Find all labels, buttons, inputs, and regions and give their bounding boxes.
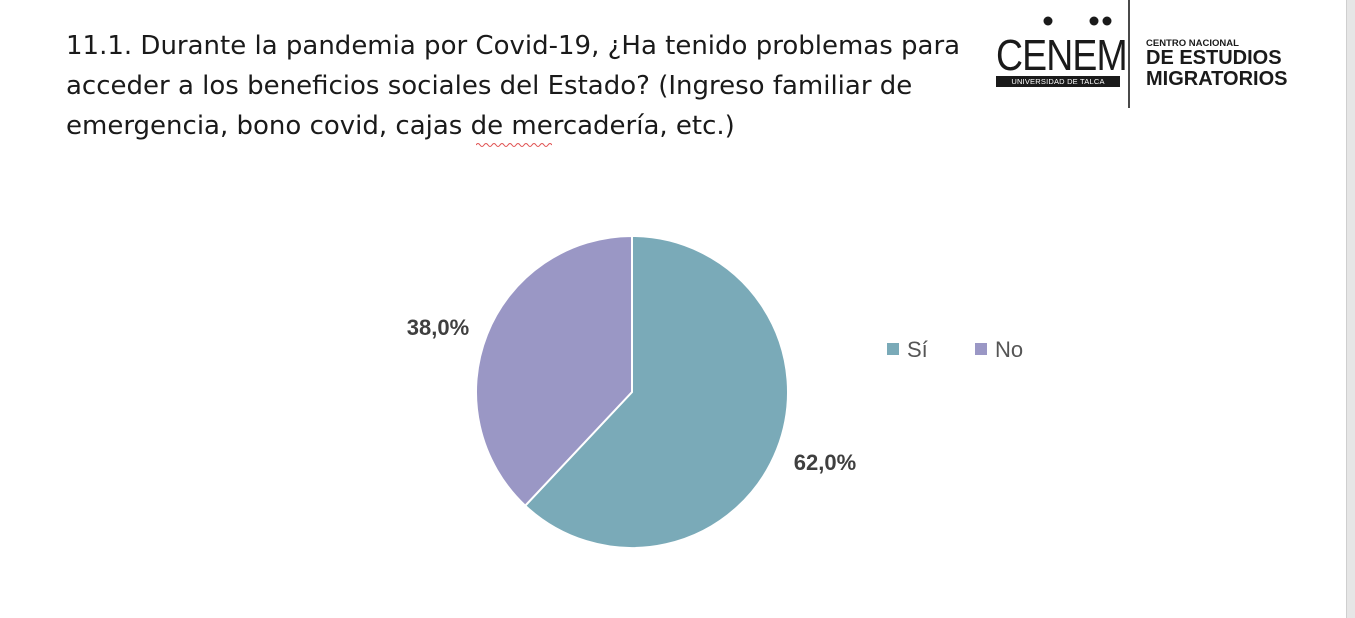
logo-line-2: DE ESTUDIOS (1146, 47, 1282, 69)
pie-slice-si (523, 234, 789, 549)
spellcheck-squiggle (476, 143, 552, 147)
logo-university-band: UNIVERSIDAD DE TALCA (996, 76, 1120, 87)
logo-wordmark: CENEM (996, 31, 1128, 80)
legend-label-si: Sí (907, 337, 928, 362)
logo-divider (1128, 0, 1130, 108)
data-label-no: 38,0% (407, 315, 469, 340)
legend-swatch-si (887, 343, 899, 355)
logo-line-1: CENTRO NACIONAL (1146, 38, 1239, 49)
cenem-logo: CENEM UNIVERSIDAD DE TALCA CENTRO NACION… (994, 0, 1304, 110)
legend-swatch-no (975, 343, 987, 355)
logo-dots (1043, 16, 1112, 26)
data-label-si: 62,0% (794, 450, 856, 475)
logo-line-3: MIGRATORIOS (1146, 68, 1288, 90)
pie-slice-no (475, 234, 633, 508)
chart-title: 11.1. Durante la pandemia por Covid-19, … (66, 31, 961, 141)
window-edge (1346, 0, 1355, 618)
legend-label-no: No (995, 337, 1023, 362)
